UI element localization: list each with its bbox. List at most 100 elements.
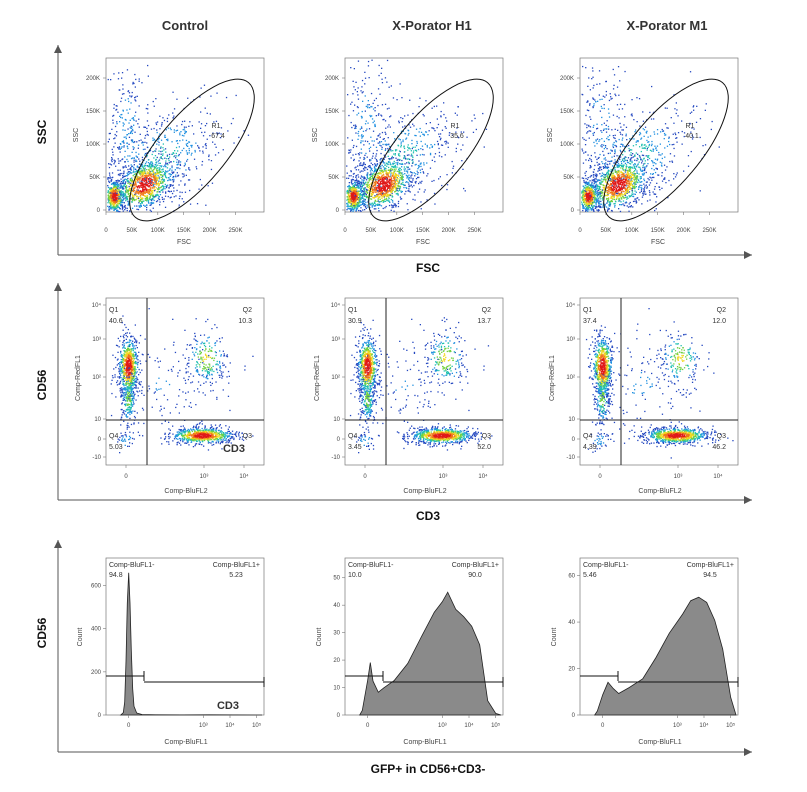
- event-dot: [604, 157, 606, 159]
- event-dot: [164, 136, 167, 138]
- event-dot: [363, 179, 365, 182]
- event-dot: [120, 116, 122, 119]
- event-dot: [622, 159, 624, 162]
- event-dot: [412, 198, 414, 201]
- event-dot: [116, 195, 118, 197]
- event-dot: [360, 181, 362, 184]
- event-dot: [149, 198, 151, 201]
- event-dot: [166, 185, 168, 187]
- event-dot: [141, 166, 144, 168]
- event-dot: [377, 172, 379, 175]
- event-dot: [134, 99, 136, 101]
- event-dot: [151, 166, 153, 168]
- event-dot: [113, 114, 115, 117]
- x-tick-label: 200K: [677, 228, 691, 234]
- event-dot: [122, 201, 124, 204]
- event-dot: [156, 191, 159, 193]
- event-dot: [391, 194, 393, 196]
- event-dot: [175, 176, 177, 178]
- event-dot: [353, 197, 355, 200]
- event-dot: [126, 158, 128, 161]
- event-dot: [117, 197, 119, 199]
- event-dot: [108, 138, 110, 140]
- event-dot: [133, 164, 135, 166]
- event-dot: [114, 186, 117, 188]
- event-dot: [380, 114, 382, 116]
- event-dot: [161, 177, 164, 179]
- event-dot: [648, 143, 651, 146]
- event-dot: [404, 125, 406, 127]
- event-dot: [408, 178, 410, 180]
- event-dot: [118, 206, 120, 209]
- event-dot: [173, 190, 175, 192]
- event-dot: [607, 209, 609, 211]
- event-dot: [156, 179, 158, 182]
- event-dot: [620, 197, 622, 199]
- event-dot: [164, 134, 166, 136]
- event-dot: [145, 179, 147, 181]
- event-dot: [385, 178, 388, 180]
- event-dot: [394, 177, 396, 179]
- event-dot: [188, 168, 190, 170]
- event-dot: [349, 189, 351, 192]
- event-dot: [117, 195, 119, 197]
- event-dot: [352, 173, 355, 175]
- event-dot: [112, 122, 114, 124]
- event-dot: [375, 183, 377, 185]
- event-dot: [160, 139, 163, 141]
- event-dot: [375, 146, 378, 148]
- event-dot: [147, 191, 149, 193]
- event-dot: [109, 190, 111, 193]
- event-dot: [177, 163, 179, 165]
- event-dot: [179, 161, 182, 163]
- event-dot: [630, 205, 632, 207]
- event-dot: [386, 59, 389, 62]
- event-dot: [416, 154, 418, 156]
- event-dot: [415, 149, 417, 151]
- event-dot: [114, 189, 116, 192]
- event-dot: [386, 181, 388, 183]
- event-dot: [375, 182, 377, 184]
- event-dot: [359, 192, 361, 195]
- event-dot: [194, 151, 196, 153]
- event-dot: [624, 103, 626, 106]
- event-dot: [147, 201, 150, 203]
- event-dot: [358, 187, 360, 189]
- event-dot: [620, 204, 622, 206]
- event-dot: [210, 160, 213, 162]
- event-dot: [148, 197, 151, 199]
- event-dot: [409, 158, 411, 161]
- event-dot: [126, 197, 128, 199]
- event-dot: [349, 195, 352, 197]
- event-dot: [462, 168, 464, 170]
- event-dot: [626, 198, 628, 200]
- event-dot: [371, 157, 373, 159]
- event-dot: [427, 134, 429, 136]
- event-dot: [393, 185, 395, 187]
- event-dot: [382, 138, 384, 140]
- event-dot: [379, 185, 381, 187]
- event-dot: [433, 179, 435, 182]
- event-dot: [150, 173, 153, 175]
- event-dot: [195, 166, 197, 168]
- event-dot: [360, 181, 363, 183]
- event-dot: [165, 176, 167, 178]
- event-dot: [139, 182, 141, 184]
- event-dot: [599, 153, 601, 156]
- event-dot: [346, 199, 348, 201]
- event-dot: [605, 162, 607, 164]
- event-dot: [113, 187, 115, 189]
- event-dot: [204, 131, 206, 133]
- event-dot: [606, 137, 608, 140]
- event-dot: [134, 205, 136, 207]
- event-dot: [368, 165, 370, 167]
- event-dot: [367, 100, 369, 102]
- event-dot: [623, 177, 625, 180]
- event-dot: [364, 195, 366, 197]
- event-dot: [377, 182, 379, 184]
- event-dot: [119, 183, 121, 185]
- event-dot: [463, 131, 465, 133]
- event-dot: [135, 180, 137, 183]
- event-dot: [395, 183, 398, 185]
- event-dot: [595, 191, 597, 193]
